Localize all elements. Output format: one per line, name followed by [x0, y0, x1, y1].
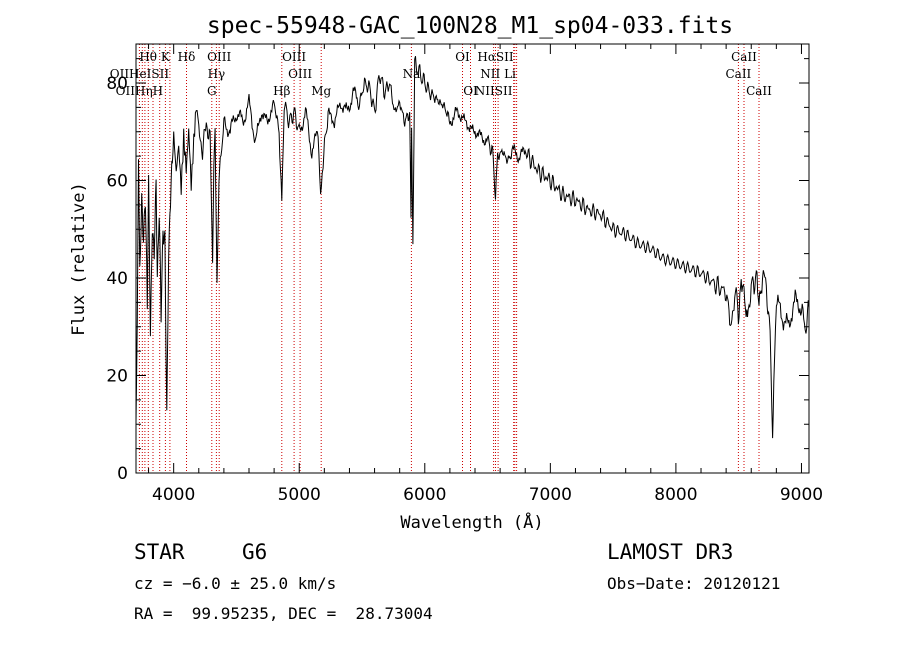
- y-tick-label: 20: [106, 367, 128, 387]
- line-label-r3-3: Mg: [311, 84, 331, 98]
- line-label-r1-5: OI: [455, 50, 470, 64]
- x-tick-label: 4000: [152, 485, 195, 505]
- x-tick-label: 9000: [780, 485, 823, 505]
- x-tick-label: 5000: [278, 485, 321, 505]
- line-label-r1-6: HαSII: [477, 50, 514, 64]
- emission-line-markers: [138, 44, 760, 473]
- line-label-r3-1: G: [207, 84, 217, 98]
- redshift-velocity: cz = −6.0 ± 25.0 km/s: [134, 574, 337, 593]
- y-axis-label: Flux (relative): [69, 182, 89, 336]
- line-label-r1-7: CaII: [731, 50, 757, 64]
- spectrum-line: [135, 55, 810, 439]
- line-label-r3-4: OI: [463, 84, 478, 98]
- object-class: STAR: [134, 540, 185, 564]
- x-tick-label: 6000: [403, 485, 446, 505]
- y-tick-label: 80: [106, 74, 128, 94]
- line-label-r3-6: CaII: [746, 84, 772, 98]
- y-tick-label: 40: [106, 269, 128, 289]
- line-label-r3-2: Hβ: [273, 84, 290, 98]
- line-label-r2-0: OIIHeISII: [110, 67, 170, 81]
- object-subclass: G6: [242, 540, 268, 564]
- x-tick-label: 7000: [529, 485, 572, 505]
- line-label-r1-3: OIII: [207, 50, 231, 64]
- y-tick-label: 60: [106, 172, 128, 192]
- x-axis-label: Wavelength (Å): [400, 511, 543, 533]
- x-tick-label: 8000: [654, 485, 697, 505]
- coordinates: RA = 99.95235, DEC = 28.73004: [134, 604, 433, 623]
- plot-frame: [135, 43, 810, 474]
- line-label-r1-1: K: [161, 50, 171, 64]
- axis-ticks: 4000 5000 6000 7000 8000 9000 0 20 40 60 80: [106, 44, 823, 505]
- line-label-r1-2: Hδ: [178, 50, 196, 64]
- line-label-r1-4: OIII: [282, 50, 306, 64]
- line-label-r2-4: NII Li: [480, 67, 516, 81]
- line-label-r2-5: CaII: [725, 67, 751, 81]
- chart-title: spec-55948-GAC_100N28_M1_sp04-033.fits: [207, 13, 733, 39]
- line-label-r3-0: OIIHηH: [116, 84, 163, 98]
- line-label-r3-5: NIISII: [475, 84, 513, 98]
- line-label-r2-3: Na: [403, 67, 421, 81]
- y-tick-label: 0: [117, 464, 128, 484]
- survey-name: LAMOST DR3: [607, 540, 734, 564]
- line-label-r2-2: OIII: [288, 67, 312, 81]
- observation-date: Obs−Date: 20120121: [607, 574, 781, 593]
- emission-line-labels: Hθ K Hδ OIII OIII OI HαSII CaII OIIHeISII Hγ OIII N…: [110, 50, 772, 98]
- line-label-r1-0: Hθ: [139, 50, 157, 64]
- line-label-r2-1: Hγ: [208, 67, 226, 81]
